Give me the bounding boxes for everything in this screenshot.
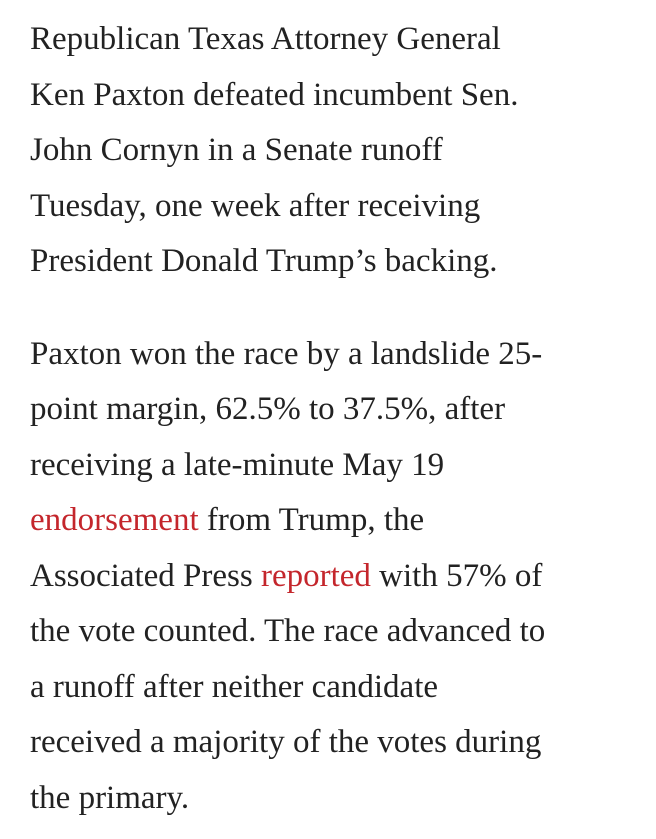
link[interactable]: reported (260, 557, 371, 594)
text-line: received a majority of the votes during (30, 715, 656, 771)
paragraph: Republican Texas Attorney General Ken Pax… (30, 12, 656, 290)
text-line: point margin, 62.5% to 37.5%, after (30, 382, 656, 438)
text: a runoff after neither candidate (30, 668, 439, 705)
text-line: endorsement from Trump, the (30, 493, 656, 549)
text: point margin, 62.5% to 37.5%, after (30, 391, 506, 427)
text-line: the vote counted. The race advanced to (30, 604, 656, 660)
text-line: the primary. (30, 771, 656, 827)
text-line: President Donald Trump’s backing. (30, 234, 656, 290)
text-line: John Cornyn in a Senate runoff (30, 123, 656, 179)
text: Ken Paxton defeated incumbent Sen. (30, 76, 519, 113)
text-line: Associated Press reported with 57% of (30, 549, 656, 605)
text: Republican Texas Attorney General (30, 21, 501, 57)
text: receiving a late-minute May 19 (30, 446, 445, 483)
text-line: Ken Paxton defeated incumbent Sen. (30, 68, 656, 124)
text: with 57% of (370, 557, 543, 594)
text: the primary. (30, 779, 190, 816)
text-line: a runoff after neither candidate (30, 660, 656, 716)
text-line: Tuesday, one week after receiving (30, 179, 656, 235)
text: Paxton won the race by a landslide 25- (30, 335, 543, 372)
text-line: receiving a late-minute May 19 (30, 438, 656, 494)
link[interactable]: endorsement (30, 502, 199, 538)
text: received a majority of the votes during (30, 724, 542, 760)
text-line: Paxton won the race by a landslide 25- (30, 327, 656, 383)
text: President Donald Trump’s backing. (30, 243, 498, 279)
text: Associated Press (30, 557, 261, 594)
text: Tuesday, one week after receiving (30, 187, 481, 224)
text: from Trump, the (198, 502, 425, 538)
text: the vote counted. The race advanced to (30, 613, 546, 649)
paragraph: Paxton won the race by a landslide 25- po… (30, 327, 656, 827)
text-line: Republican Texas Attorney General (30, 12, 656, 68)
text: John Cornyn in a Senate runoff (30, 132, 443, 168)
